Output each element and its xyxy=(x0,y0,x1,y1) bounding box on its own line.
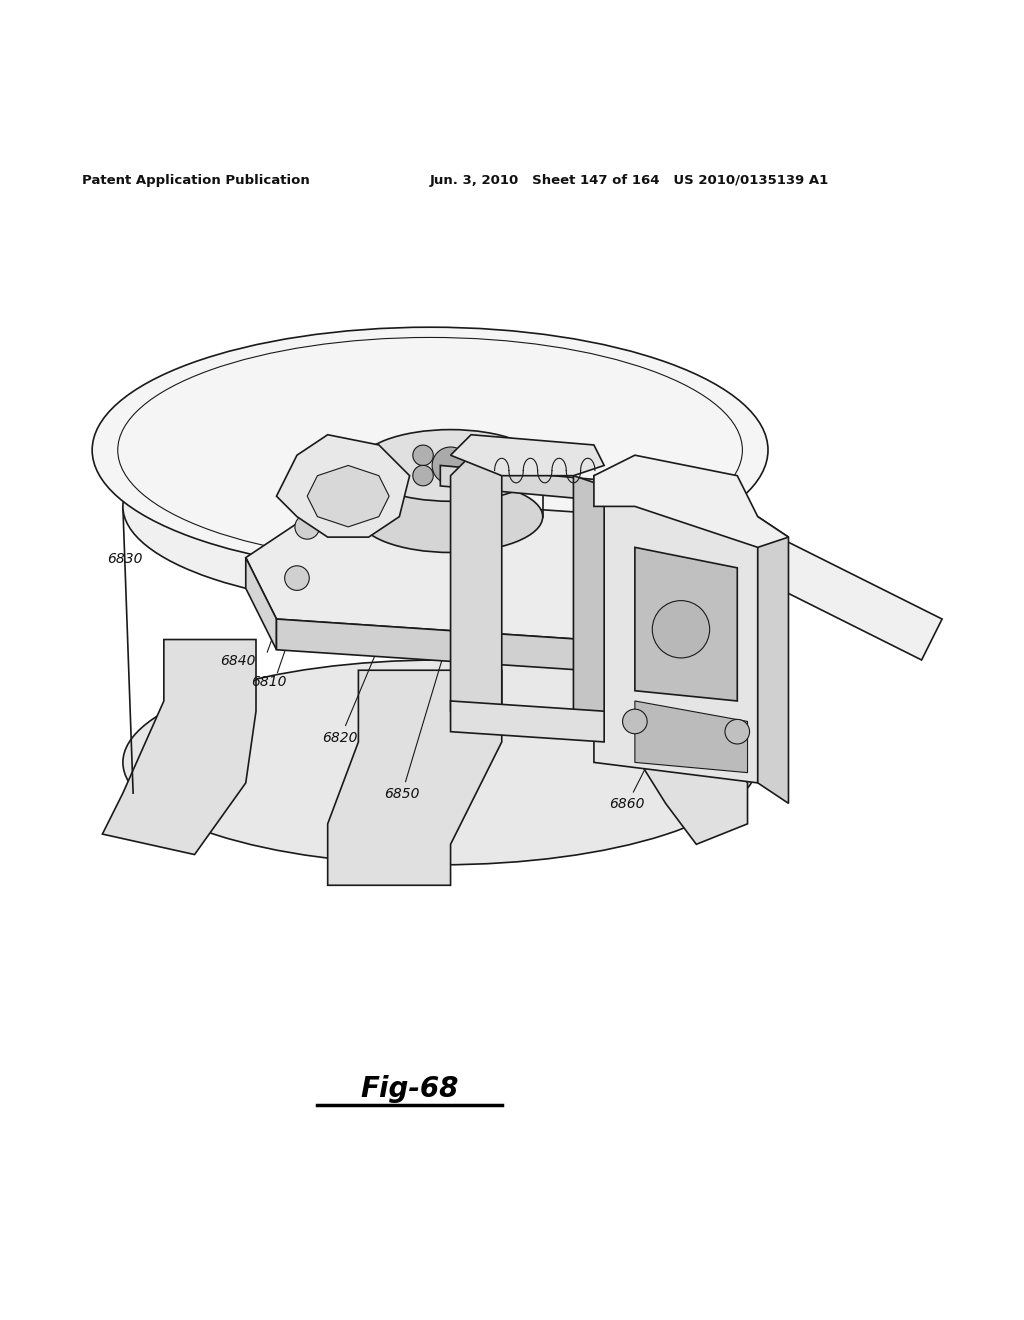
Ellipse shape xyxy=(358,429,543,502)
Polygon shape xyxy=(276,619,584,671)
Ellipse shape xyxy=(123,660,758,865)
Polygon shape xyxy=(635,701,748,772)
Polygon shape xyxy=(614,649,748,845)
Ellipse shape xyxy=(123,404,737,609)
Circle shape xyxy=(468,445,488,466)
Text: Jun. 3, 2010   Sheet 147 of 164   US 2010/0135139 A1: Jun. 3, 2010 Sheet 147 of 164 US 2010/01… xyxy=(430,174,829,187)
Polygon shape xyxy=(440,466,666,507)
Ellipse shape xyxy=(358,480,543,553)
Polygon shape xyxy=(102,639,256,854)
Circle shape xyxy=(602,586,627,611)
Polygon shape xyxy=(594,466,758,783)
Circle shape xyxy=(623,709,647,734)
Text: 6860: 6860 xyxy=(609,529,767,812)
Text: 6820: 6820 xyxy=(323,478,450,744)
Polygon shape xyxy=(328,671,502,886)
Polygon shape xyxy=(594,455,788,548)
Polygon shape xyxy=(451,701,604,742)
Circle shape xyxy=(413,445,433,466)
Ellipse shape xyxy=(92,327,768,573)
Circle shape xyxy=(285,566,309,590)
Polygon shape xyxy=(573,475,604,731)
Text: 6830: 6830 xyxy=(108,552,143,566)
Polygon shape xyxy=(246,496,676,639)
Circle shape xyxy=(468,466,488,486)
Polygon shape xyxy=(276,434,410,537)
Polygon shape xyxy=(584,578,676,671)
Circle shape xyxy=(413,466,433,486)
Circle shape xyxy=(432,447,469,484)
Polygon shape xyxy=(451,455,502,731)
Polygon shape xyxy=(307,466,389,527)
Polygon shape xyxy=(635,548,737,701)
Circle shape xyxy=(623,525,647,549)
Text: 6840: 6840 xyxy=(220,655,256,668)
Polygon shape xyxy=(451,434,604,475)
Circle shape xyxy=(295,515,319,539)
Text: Patent Application Publication: Patent Application Publication xyxy=(82,174,309,187)
Circle shape xyxy=(725,719,750,744)
Text: 6810: 6810 xyxy=(251,675,287,689)
Text: 6850: 6850 xyxy=(384,463,501,801)
Text: Fig-68: Fig-68 xyxy=(360,1076,459,1104)
Polygon shape xyxy=(696,516,942,660)
Circle shape xyxy=(652,601,710,657)
Polygon shape xyxy=(246,557,276,649)
Polygon shape xyxy=(758,516,788,804)
